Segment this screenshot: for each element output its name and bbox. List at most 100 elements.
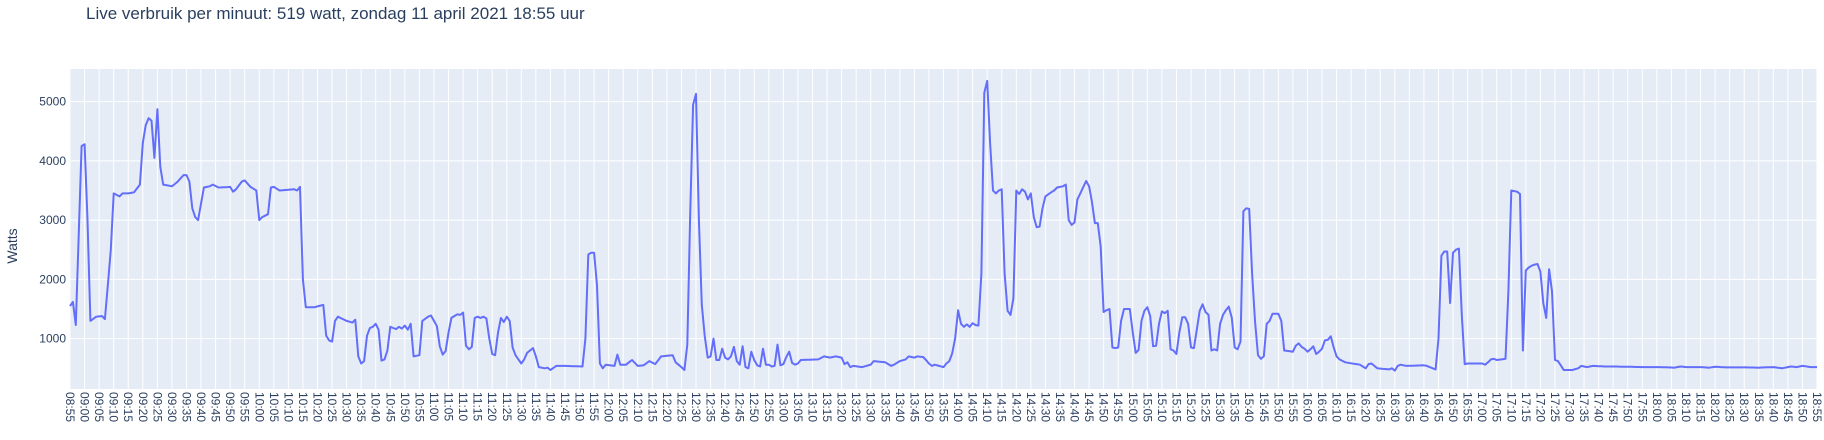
x-tick-label: 16:40 — [1417, 392, 1431, 422]
chart-title: Live verbruik per minuut: 519 watt, zond… — [86, 4, 585, 23]
x-tick-label: 18:10 — [1679, 392, 1693, 422]
x-tick-label: 11:05 — [442, 392, 456, 421]
x-tick-label: 11:30 — [514, 392, 528, 421]
x-tick-label: 13:55 — [937, 392, 951, 422]
x-tick-label: 09:35 — [179, 392, 193, 422]
x-tick-label: 12:05 — [616, 392, 630, 422]
x-tick-label: 09:05 — [92, 392, 106, 422]
x-tick-label: 15:00 — [1126, 392, 1140, 422]
x-tick-label: 11:25 — [500, 392, 514, 421]
x-tick-label: 12:10 — [631, 392, 645, 422]
x-tick-label: 16:25 — [1373, 392, 1387, 422]
x-tick-label: 10:30 — [340, 392, 354, 422]
x-tick-label: 13:50 — [922, 392, 936, 422]
x-gridlines — [69, 69, 1818, 389]
x-tick-label: 16:30 — [1388, 392, 1402, 422]
x-tick-label: 17:50 — [1621, 392, 1635, 422]
x-tick-label: 18:25 — [1723, 392, 1737, 422]
x-tick-label: 10:25 — [325, 392, 339, 422]
x-tick-label: 15:10 — [1155, 392, 1169, 422]
x-tick-label: 09:15 — [121, 392, 135, 422]
x-tick-label: 13:15 — [820, 392, 834, 422]
y-tick-label: 1000 — [39, 332, 66, 346]
x-tick-label: 17:55 — [1635, 392, 1649, 422]
x-tick-label: 12:20 — [660, 392, 674, 422]
x-tick-label: 12:00 — [602, 392, 616, 422]
x-tick-label: 15:40 — [1242, 392, 1256, 422]
x-tick-label: 14:45 — [1082, 392, 1096, 422]
x-tick-label: 18:40 — [1766, 392, 1780, 422]
x-tick-label: 17:15 — [1519, 392, 1533, 422]
x-tick-label: 15:20 — [1184, 392, 1198, 422]
x-tick-label: 14:25 — [1024, 392, 1038, 422]
x-tick-label: 16:00 — [1300, 392, 1314, 422]
x-tick-label: 10:40 — [369, 392, 383, 422]
x-tick-label: 08:55 — [63, 392, 77, 422]
x-tick-label: 16:35 — [1402, 392, 1416, 422]
x-tick-label: 17:30 — [1563, 392, 1577, 422]
x-tick-label: 16:45 — [1431, 392, 1445, 422]
x-tick-label: 17:45 — [1606, 392, 1620, 422]
x-tick-label: 14:10 — [980, 392, 994, 422]
x-tick-label: 18:55 — [1810, 392, 1824, 422]
x-tick-label: 16:55 — [1461, 392, 1475, 422]
x-tick-label: 16:05 — [1315, 392, 1329, 422]
x-tick-label: 12:25 — [674, 392, 688, 422]
x-tick-label: 09:45 — [209, 392, 223, 422]
x-tick-label: 13:45 — [907, 392, 921, 422]
x-tick-label: 18:15 — [1694, 392, 1708, 422]
x-tick-label: 11:20 — [485, 392, 499, 421]
x-tick-label: 16:10 — [1330, 392, 1344, 422]
x-tick-label: 18:50 — [1795, 392, 1809, 422]
x-tick-label: 16:50 — [1446, 392, 1460, 422]
x-tick-label: 18:35 — [1752, 392, 1766, 422]
y-tick-label: 5000 — [39, 95, 66, 109]
x-tick-label: 10:00 — [252, 392, 266, 422]
x-tick-label: 17:35 — [1577, 392, 1591, 422]
x-tick-label: 15:30 — [1213, 392, 1227, 422]
x-tick-label: 15:15 — [1169, 392, 1183, 422]
x-tick-label: 14:05 — [966, 392, 980, 422]
y-tick-label: 2000 — [39, 272, 66, 286]
x-tick-label: 13:00 — [776, 392, 790, 422]
x-tick-label: 15:05 — [1140, 392, 1154, 422]
x-tick-label: 13:05 — [791, 392, 805, 422]
x-tick-label: 09:30 — [165, 392, 179, 422]
x-tick-label: 15:50 — [1271, 392, 1285, 422]
x-tick-label: 14:00 — [951, 392, 965, 422]
x-tick-label: 16:15 — [1344, 392, 1358, 422]
x-tick-label: 15:35 — [1228, 392, 1242, 422]
y-axis-ticks: 1000 2000 3000 4000 5000 — [39, 95, 66, 346]
y-axis-label: Watts — [4, 228, 20, 263]
x-tick-label: 09:00 — [78, 392, 92, 422]
x-tick-label: 14:20 — [1009, 392, 1023, 422]
x-tick-label: 13:30 — [864, 392, 878, 422]
x-tick-label: 10:45 — [383, 392, 397, 422]
x-tick-label: 10:20 — [310, 392, 324, 422]
x-tick-label: 17:05 — [1490, 392, 1504, 422]
x-tick-label: 17:10 — [1504, 392, 1518, 422]
x-tick-label: 09:25 — [150, 392, 164, 422]
x-tick-label: 11:00 — [427, 392, 441, 421]
x-tick-label: 09:20 — [136, 392, 150, 422]
x-tick-label: 09:50 — [223, 392, 237, 422]
x-tick-label: 10:10 — [281, 392, 295, 422]
x-tick-label: 10:50 — [398, 392, 412, 422]
x-tick-label: 17:20 — [1533, 392, 1547, 422]
x-tick-label: 16:20 — [1359, 392, 1373, 422]
x-tick-label: 10:15 — [296, 392, 310, 422]
x-tick-label: 10:55 — [412, 392, 426, 422]
x-tick-label: 09:10 — [107, 392, 121, 422]
y-tick-label: 3000 — [39, 213, 66, 227]
x-tick-label: 18:20 — [1708, 392, 1722, 422]
x-tick-label: 13:35 — [878, 392, 892, 422]
x-tick-label: 10:35 — [354, 392, 368, 422]
x-tick-label: 17:00 — [1475, 392, 1489, 422]
x-tick-label: 12:35 — [704, 392, 718, 422]
x-tick-label: 09:55 — [238, 392, 252, 422]
x-tick-label: 14:55 — [1111, 392, 1125, 422]
x-tick-label: 12:55 — [762, 392, 776, 422]
x-tick-label: 12:40 — [718, 392, 732, 422]
x-tick-label: 12:30 — [689, 392, 703, 422]
x-tick-label: 11:50 — [573, 392, 587, 421]
